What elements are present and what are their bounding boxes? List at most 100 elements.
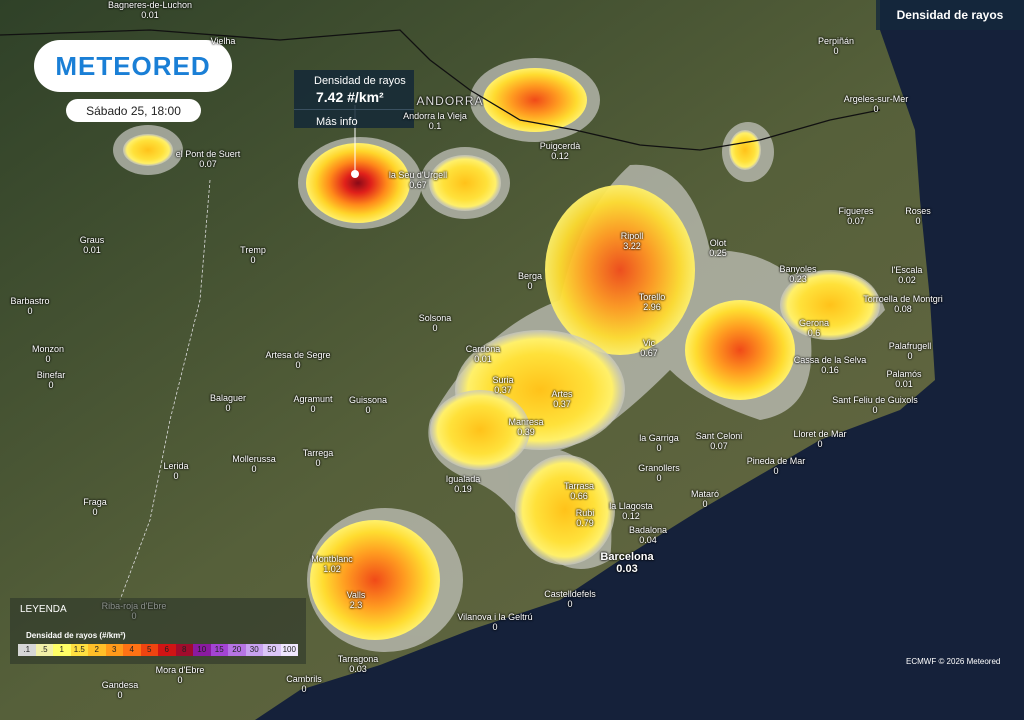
place-label: Cassa de la Selva 0.16 [794, 355, 867, 375]
place-value: 0.01 [83, 245, 101, 255]
place-label: Valls 2.3 [347, 590, 366, 610]
place-label: Berga 0 [518, 271, 542, 291]
place-value: 0.23 [789, 274, 807, 284]
place-value: 0.37 [553, 399, 571, 409]
legend-step: 50 [263, 644, 281, 656]
place-label: Tarrega 0 [303, 448, 334, 468]
place-label: Tremp 0 [240, 245, 266, 265]
place-label: Solsona 0 [419, 313, 452, 333]
place-label: Argeles-sur-Mer 0 [844, 94, 909, 114]
place-label: Andorra la Vieja 0.1 [403, 111, 467, 131]
place-value: 0.02 [898, 275, 916, 285]
popup-link[interactable]: Más info [294, 109, 414, 128]
place-label: Balaguer 0 [210, 393, 246, 413]
place-name: Mataró [690, 489, 720, 499]
place-name: Ripoll [620, 231, 644, 241]
place-name: Roses [905, 206, 931, 216]
place-value: 0.66 [570, 491, 588, 501]
place-value: 0 [492, 622, 498, 632]
place-label: Suria 0.37 [492, 375, 513, 395]
place-value: 0.08 [894, 304, 912, 314]
legend-step: 5 [140, 644, 158, 656]
place-value: 0.67 [409, 180, 427, 190]
place-label: Roses 0 [905, 206, 931, 226]
place-value: 0 [872, 405, 878, 415]
legend-step: 6 [158, 644, 176, 656]
place-name: el Pont de Suert [175, 149, 241, 159]
place-label: Artesa de Segre 0 [265, 350, 330, 370]
place-label: Palamós 0.01 [886, 369, 921, 389]
place-value: 0 [656, 473, 662, 483]
place-value: 0 [177, 675, 183, 685]
place-label: Fraga 0 [83, 497, 107, 517]
place-label: Ripoll 3.22 [621, 231, 644, 251]
place-label: Granollers 0 [638, 463, 680, 483]
place-name: Palafrugell [888, 341, 932, 351]
place-value: 0 [27, 306, 33, 316]
layer-button[interactable]: Densidad de rayos [876, 0, 1024, 30]
legend-step: 1.5 [70, 644, 88, 656]
place-value: 0.07 [847, 216, 865, 226]
place-label: Pineda de Mar 0 [747, 456, 806, 476]
place-name: Olot [709, 238, 727, 248]
place-value: 0 [773, 466, 779, 476]
place-name: la Seu d'Urgell [388, 170, 448, 180]
place-name: Montblanc [311, 554, 353, 564]
popup-value: 7.42 #/km² [316, 89, 384, 105]
place-label: Sant Celoni 0.07 [696, 431, 743, 451]
place-value: 0 [833, 46, 839, 56]
place-label: Monzon 0 [32, 344, 64, 364]
place-value: 0.25 [709, 248, 727, 258]
logo[interactable]: METEORED [34, 40, 232, 92]
place-label: Artes 0.37 [551, 389, 572, 409]
place-value: 0.67 [640, 348, 658, 358]
place-name: Mollerussa [232, 454, 276, 464]
legend-step: 3 [105, 644, 123, 656]
place-value: 0 [315, 458, 321, 468]
place-value: 0 [527, 281, 533, 291]
place-label: Binefar 0 [37, 370, 66, 390]
legend-subtitle: Densidad de rayos (#/km²) [26, 631, 126, 640]
place-label: Olot 0.25 [709, 238, 727, 258]
place-name: Argeles-sur-Mer [843, 94, 909, 104]
place-name: Tremp [240, 245, 266, 255]
place-name: Gerona [798, 318, 830, 328]
place-label: Vic 0.67 [640, 338, 658, 358]
place-name: Rubi [575, 508, 595, 518]
place-label: Figueres 0.07 [838, 206, 873, 226]
place-value: 0.01 [474, 354, 492, 364]
place-label: Lerida 0 [163, 461, 188, 481]
place-value: 0 [92, 507, 98, 517]
place-name: Banyoles [779, 264, 817, 274]
place-name: Fraga [83, 497, 107, 507]
place-label: la Garriga 0 [639, 433, 679, 453]
place-value: 0.1 [428, 121, 442, 131]
place-name: Igualada [445, 474, 481, 484]
place-label: Vilanova i la Geltrú 0 [457, 612, 532, 632]
place-name: Puigcerdà [539, 141, 581, 151]
place-value: 0 [567, 599, 573, 609]
place-value: 0.03 [349, 664, 367, 674]
place-label: Manresa 0.39 [508, 417, 543, 437]
popup: Densidad de rayos 7.42 #/km² Más info [294, 70, 414, 128]
place-name: la Garriga [639, 433, 679, 443]
legend-step: 15 [210, 644, 228, 656]
place-name: Vic [642, 338, 656, 348]
legend-step: 30 [245, 644, 263, 656]
place-name: Torello [638, 292, 666, 302]
place-value: 0.01 [895, 379, 913, 389]
place-label: Gandesa 0 [102, 680, 139, 700]
place-label: la Seu d'Urgell 0.67 [389, 170, 447, 190]
place-value: 0 [656, 443, 662, 453]
place-name: Artesa de Segre [265, 350, 331, 360]
place-label: Perpiñán 0 [818, 36, 854, 56]
place-name: Mora d'Ebre [155, 665, 205, 675]
popup-title: Densidad de rayos [314, 75, 406, 87]
place-value: 0 [45, 354, 51, 364]
place-name: Suria [492, 375, 514, 385]
place-value: 0 [250, 255, 256, 265]
place-label: Rubi 0.79 [576, 508, 595, 528]
place-name: Manresa [508, 417, 544, 427]
place-label: Banyoles 0.23 [779, 264, 816, 284]
